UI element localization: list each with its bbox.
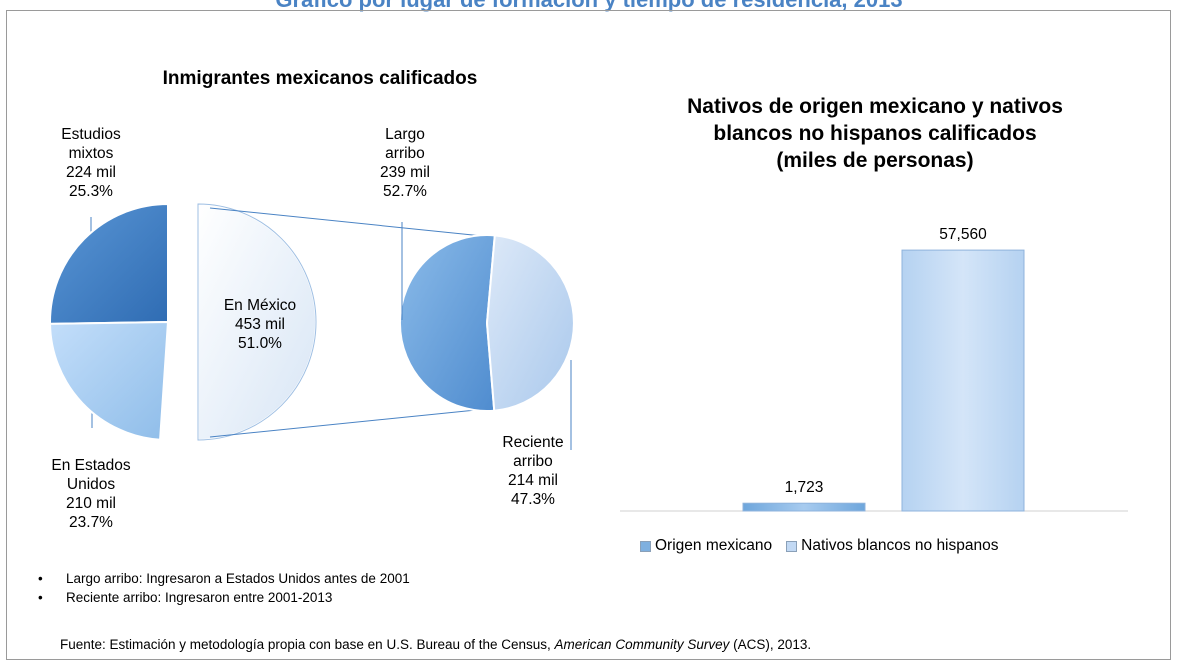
bar-value-label-origen-mexicano: 1,723	[784, 479, 824, 497]
legend-item-nativos-blancos: Nativos blancos no hispanos	[786, 537, 999, 555]
breakout-slice-largo-arribo	[398, 234, 496, 412]
pie-slice-en-estados-unidos	[48, 320, 170, 441]
label-largo-arribo: Largo arribo 239 mil 52.7%	[380, 126, 430, 200]
footnote-reciente-arribo: • Reciente arribo: Ingresaron entre 2001…	[38, 590, 333, 605]
bar-value-label-nativos-blancos: 57,560	[939, 226, 987, 244]
left-chart-title: Inmigrantes mexicanos calificados	[162, 68, 478, 89]
footnote-largo-arribo: • Largo arribo: Ingresaron a Estados Uni…	[38, 571, 410, 586]
breakout-connector-bottom	[209, 408, 487, 438]
label-reciente-arribo: Reciente arribo 214 mil 47.3%	[502, 434, 564, 508]
chart-frame	[6, 10, 1171, 660]
pie-slice-en-mexico-outline	[197, 203, 317, 441]
label-estudios-mixtos: Estudios mixtos 224 mil 25.3%	[61, 126, 121, 200]
label-en-mexico: En México 453 mil 51.0%	[223, 297, 297, 352]
legend-label-nativos-blancos: Nativos blancos no hispanos	[801, 537, 999, 554]
pie-slice-estudios-mixtos	[49, 202, 169, 325]
bar-legend: Origen mexicano Nativos blancos no hispa…	[640, 537, 1013, 555]
bar-nativos-blancos	[901, 249, 1025, 512]
page-title: Gráfico por lugar de formación y tiempo …	[0, 0, 1178, 13]
footnotes: • Largo arribo: Ingresaron a Estados Uni…	[38, 569, 410, 607]
legend-item-origen-mexicano: Origen mexicano	[640, 537, 772, 555]
legend-swatch-origen-mexicano	[640, 540, 651, 552]
breakout-slice-reciente-arribo	[485, 234, 575, 412]
legend-label-origen-mexicano: Origen mexicano	[655, 537, 773, 554]
legend-swatch-nativos-blancos	[786, 540, 798, 552]
label-en-estados-unidos: En Estados Unidos 210 mil 23.7%	[51, 457, 131, 531]
bar-origen-mexicano	[742, 502, 866, 512]
right-chart-title: Nativos de origen mexicano y nativos bla…	[687, 95, 1063, 172]
breakout-connector-top	[209, 207, 503, 239]
source-note: Fuente: Estimación y metodología propia …	[60, 637, 812, 652]
